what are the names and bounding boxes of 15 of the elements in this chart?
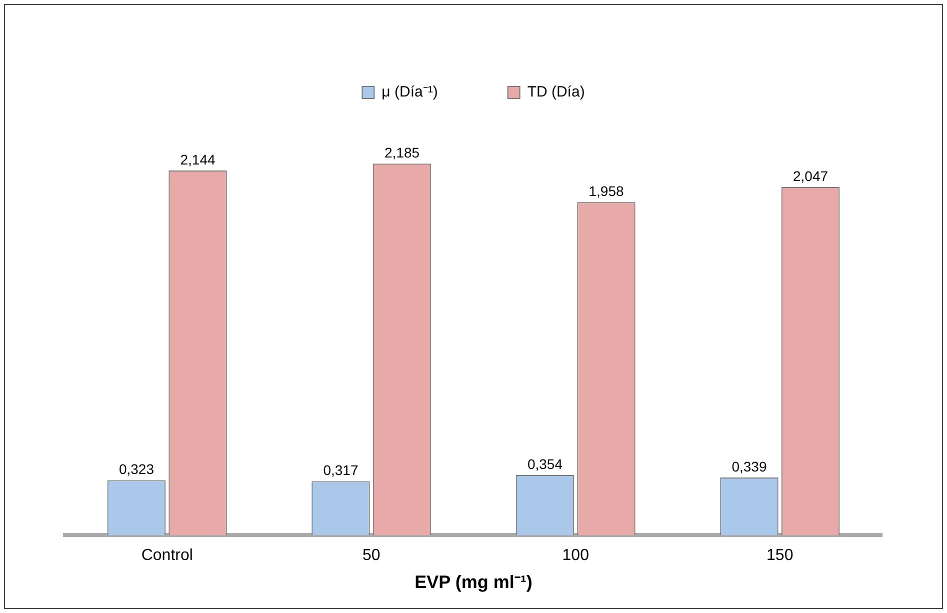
data-label: 2,047 bbox=[792, 168, 828, 184]
legend-label: TD (Día) bbox=[527, 84, 585, 101]
x-tick-label: 50 bbox=[362, 547, 380, 564]
x-tick-label: Control bbox=[141, 547, 193, 564]
data-label: 0,339 bbox=[732, 458, 767, 474]
data-label: 2,185 bbox=[384, 144, 420, 160]
data-label: 0,354 bbox=[527, 456, 563, 472]
data-label: 2,144 bbox=[180, 151, 216, 168]
x-axis-title: EVP (mg ml⁻¹) bbox=[414, 572, 532, 592]
legend-label: μ (Día⁻¹) bbox=[382, 84, 438, 101]
data-label: 0,323 bbox=[118, 461, 154, 478]
data-label: 0,317 bbox=[323, 462, 358, 478]
x-tick-label: 100 bbox=[562, 547, 590, 564]
x-tick-label: 150 bbox=[766, 547, 794, 564]
data-label: 1,958 bbox=[588, 183, 624, 200]
